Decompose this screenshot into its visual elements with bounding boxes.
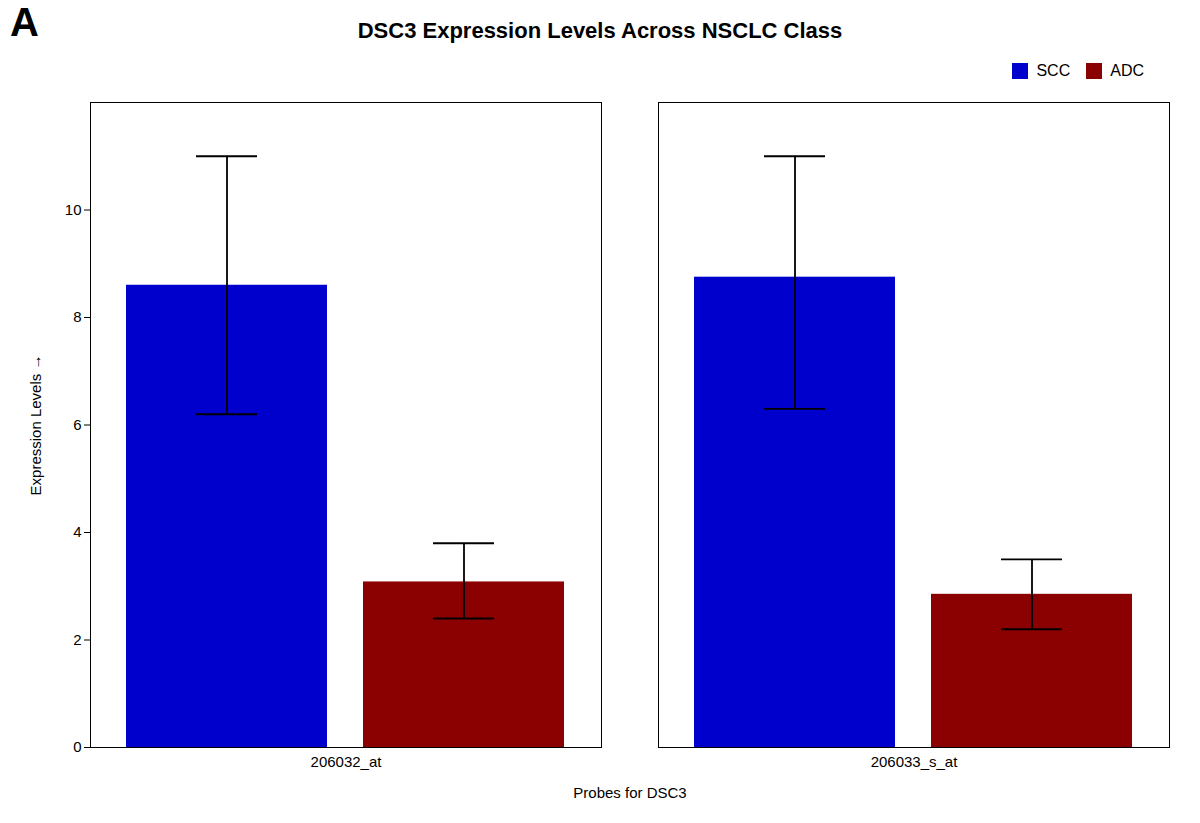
html-text:ADC: ADC <box>1110 61 1144 79</box>
html-text:A: A <box>10 0 39 44</box>
svg-text:206032_at: 206032_at <box>311 753 383 770</box>
svg-text:0: 0 <box>73 738 81 755</box>
svg-text:206033_s_at: 206033_s_at <box>871 753 959 770</box>
svg-text:Probes for DSC3: Probes for DSC3 <box>573 784 686 801</box>
html-text:SCC: SCC <box>1036 61 1071 79</box>
svg-text:4: 4 <box>73 523 81 540</box>
svg-text:2: 2 <box>73 631 81 648</box>
svg-text:6: 6 <box>73 416 81 433</box>
html-text:DSC3 Expression Levels Across: DSC3 Expression Levels Across NSCLC Clas… <box>357 18 843 43</box>
svg-text:8: 8 <box>73 308 81 325</box>
svg-text:10: 10 <box>65 201 82 218</box>
svg-text:Expression Levels →: Expression Levels → <box>27 355 44 496</box>
